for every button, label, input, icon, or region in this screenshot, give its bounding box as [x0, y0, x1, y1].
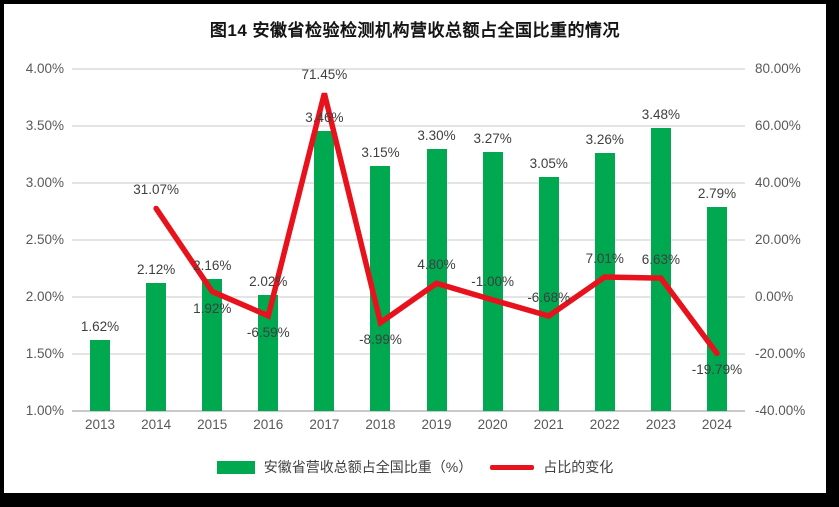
chart-canvas: 图14 安徽省检验检测机构营收总额占全国比重的情况 4.00% 80.00% 3.5… [4, 4, 826, 493]
line-value-label: -1.00% [456, 274, 530, 290]
bar-2018 [370, 166, 390, 411]
y-axis-left-tick-label: 2.00% [6, 289, 64, 305]
line-value-label: 71.45% [287, 67, 361, 83]
bar-2022 [595, 153, 615, 411]
gridline [72, 296, 745, 298]
y-axis-right-tick-label: -20.00% [755, 346, 823, 362]
line-value-label: -19.79% [680, 362, 754, 378]
gridline [72, 353, 745, 355]
bar-2019 [427, 149, 447, 411]
legend-bar-swatch [217, 461, 255, 474]
line-value-label: 4.80% [400, 257, 474, 273]
x-axis-label-2017: 2017 [295, 417, 353, 433]
legend-line-series-label: 占比的变化 [543, 457, 613, 477]
line-value-label: -8.99% [343, 332, 417, 348]
y-axis-left-tick-label: 4.00% [6, 61, 64, 77]
bar-2017 [314, 131, 334, 411]
legend-bar-series-label: 安徽省营收总额占全国比重（%） [264, 457, 472, 477]
bar-2014 [146, 283, 166, 411]
y-axis-left-tick-label: 1.50% [6, 346, 64, 362]
x-axis-label-2018: 2018 [351, 417, 409, 433]
bar-value-label: 3.48% [624, 107, 698, 123]
y-axis-right-tick-label: 0.00% [755, 289, 823, 305]
y-axis-left-tick-label: 3.50% [6, 118, 64, 134]
chart-title: 图14 安徽省检验检测机构营收总额占全国比重的情况 [4, 16, 826, 41]
y-axis-left-tick-label: 3.00% [6, 175, 64, 191]
x-axis-label-2019: 2019 [408, 417, 466, 433]
line-value-label: 31.07% [119, 182, 193, 198]
bar-2023 [651, 128, 671, 411]
x-axis-label-2014: 2014 [127, 417, 185, 433]
x-axis-label-2022: 2022 [576, 417, 634, 433]
x-axis-label-2021: 2021 [520, 417, 578, 433]
bar-2013 [90, 340, 110, 411]
bar-value-label: 2.79% [680, 186, 754, 202]
line-value-label: -6.68% [512, 290, 586, 306]
x-axis-label-2024: 2024 [688, 417, 746, 433]
bar-2016 [258, 295, 278, 411]
x-axis-label-2016: 2016 [239, 417, 297, 433]
bar-value-label: 3.15% [343, 145, 417, 161]
line-value-label: 6.63% [624, 252, 698, 268]
line-value-label: 1.92% [175, 301, 249, 317]
bar-value-label: 3.26% [568, 132, 642, 148]
bar-value-label: 3.46% [287, 110, 361, 126]
x-axis-label-2013: 2013 [71, 417, 129, 433]
y-axis-right-tick-label: 80.00% [755, 61, 823, 77]
x-axis-label-2015: 2015 [183, 417, 241, 433]
bar-value-label: 2.02% [231, 274, 305, 290]
bar-value-label: 3.05% [512, 156, 586, 172]
y-axis-right-tick-label: 40.00% [755, 175, 823, 191]
bar-value-label: 3.27% [456, 131, 530, 147]
gridline [72, 125, 745, 127]
bar-value-label: 2.16% [175, 258, 249, 274]
x-axis-label-2020: 2020 [464, 417, 522, 433]
y-axis-right-tick-label: 20.00% [755, 232, 823, 248]
y-axis-right-tick-label: 60.00% [755, 118, 823, 134]
legend-line-swatch [490, 465, 534, 470]
y-axis-left-tick-label: 1.00% [6, 403, 64, 419]
gridline [72, 68, 745, 70]
y-axis-right-tick-label: -40.00% [755, 403, 823, 419]
y-axis-left-tick-label: 2.50% [6, 232, 64, 248]
gridline [72, 239, 745, 241]
bar-2024 [707, 207, 727, 411]
bar-2015 [202, 279, 222, 411]
legend: 安徽省营收总额占全国比重（%） 占比的变化 [4, 457, 826, 477]
x-axis-line [72, 410, 745, 412]
x-axis-label-2023: 2023 [632, 417, 690, 433]
bar-value-label: 1.62% [63, 319, 137, 335]
line-value-label: -6.59% [231, 325, 305, 341]
